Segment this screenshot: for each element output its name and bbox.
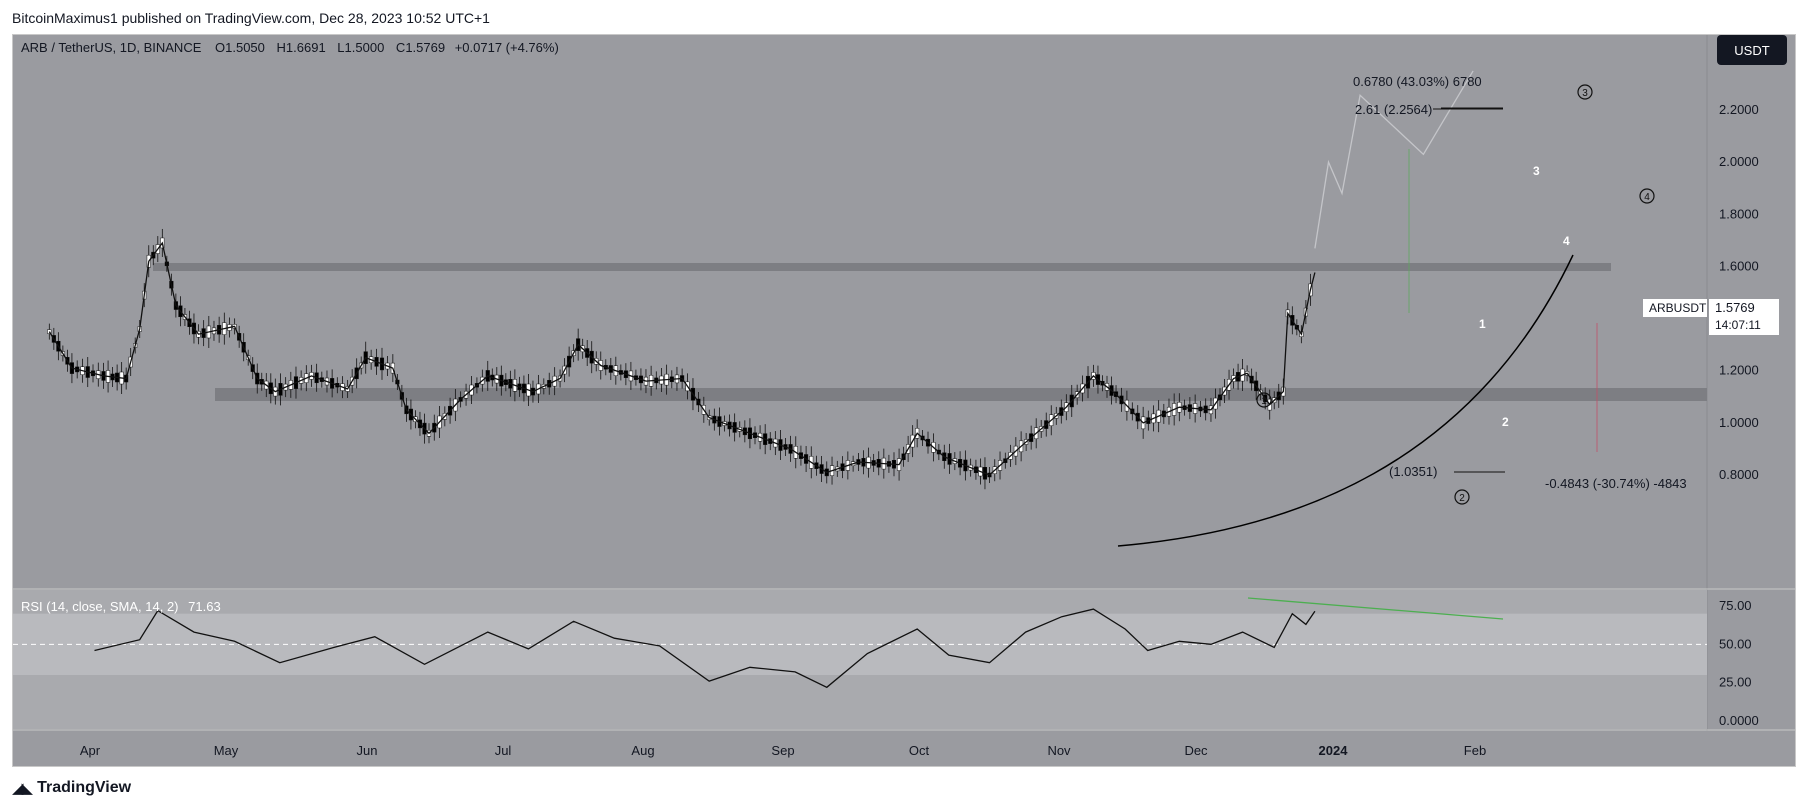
rsi-axis-label: 75.00 [1719,598,1752,613]
price-axis-label: 1.6000 [1719,258,1759,273]
price-axis-label: 0.8000 [1719,467,1759,482]
low-value: 1.5000 [345,40,385,55]
tradingview-logo-icon: ◢◣ [12,780,33,797]
rsi-divergence-line [1247,597,1504,620]
rsi-line [94,608,1316,689]
rsi-value: 71.63 [188,599,221,614]
last-price-tag: ARBUSDT 1.5769 14:07:11 [1643,299,1779,335]
time-axis-background [13,731,1795,766]
price-axis-label: 1.2000 [1719,363,1759,378]
wave-circle-2: 2 [1454,489,1470,505]
price-axis-label: 1.0000 [1719,415,1759,430]
time-axis-label: Apr [80,743,101,758]
resistance-zone-upper [153,263,1611,271]
svg-text:4: 4 [1644,192,1650,203]
time-axis-label: Oct [909,743,930,758]
time-axis-label: Nov [1047,743,1071,758]
wave-label-4: 4 [1563,234,1570,248]
price-axis-label: 2.0000 [1719,154,1759,169]
rsi-label: RSI (14, close, SMA, 14, 2) [21,599,179,614]
wave-circle-1: 1 [1256,392,1272,408]
time-axis-label: May [214,743,239,758]
resistance-zone-lower [215,388,1707,401]
price-chart[interactable]: 2.20002.00001.80001.60001.40001.20001.00… [13,35,1795,766]
open-value: 1.5050 [225,40,265,55]
symbol-legend[interactable]: ARB / TetherUS, 1D, BINANCE O1.5050 H1.6… [21,40,559,55]
time-axis-label: 2024 [1319,743,1349,758]
svg-text:1: 1 [1261,396,1267,407]
svg-text:2: 2 [1459,493,1465,504]
fib-top-label: 0.6780 (43.03%) 6780 [1353,74,1482,89]
change-value: +0.0717 (+4.76%) [455,40,559,55]
price-close-line [48,241,1316,476]
tradingview-brand: TradingView [37,779,132,796]
wave-circle-3: 3 [1577,84,1593,100]
open-label: O [215,40,225,55]
high-value: 1.6691 [286,40,326,55]
price-axis-label: 1.8000 [1719,206,1759,221]
rsi-axis-label: 0.0000 [1719,713,1759,728]
chart-area[interactable]: 2.20002.00001.80001.60001.40001.20001.00… [12,34,1796,767]
price-tag-countdown: 14:07:11 [1715,318,1761,332]
close-label: C [396,40,405,55]
wave-label-3: 3 [1533,164,1540,178]
time-axis-label: Dec [1184,743,1208,758]
wave-circle-4: 4 [1639,188,1655,204]
wave-projection-path [1314,70,1474,249]
currency-button[interactable]: USDT [1717,35,1787,65]
time-axis-label: Aug [631,743,654,758]
price-tag-value: 1.5769 [1715,300,1755,315]
time-axis[interactable]: Apr May Jun Jul Aug Sep Oct Nov Dec 2024 Feb [80,743,1486,758]
published-by-line: BitcoinMaximus1 published on TradingView… [12,10,490,26]
time-axis-label: Sep [771,743,794,758]
drop-measure-label: -0.4843 (-30.74%) -4843 [1545,476,1687,491]
fib-level-label: 2.61 (2.2564) [1355,102,1432,117]
svg-text:3: 3 [1582,88,1588,99]
wave-label-2: 2 [1502,415,1509,429]
time-axis-label: Jul [495,743,512,758]
svg-text:RSI (14, close, SMA, 14, 2): RSI (14, close, SMA, 14, 2) 71.63 [21,599,221,614]
wave-label-1: 1 [1479,317,1486,331]
support-level-label: (1.0351) [1389,464,1437,479]
parabolic-support-curve [1117,254,1574,547]
price-axis-label: 2.2000 [1719,102,1759,117]
low-label: L [337,40,344,55]
rsi-axis-label: 50.00 [1719,636,1752,651]
rsi-axis-label: 25.00 [1719,675,1752,690]
rsi-axis[interactable]: 75.00 50.00 25.00 0.0000 [1719,598,1759,728]
price-tag-symbol: ARBUSDT [1649,301,1707,315]
tradingview-footer[interactable]: ◢◣ TradingView [12,779,131,797]
high-label: H [277,40,286,55]
svg-text:ARB / TetherUS, 1D, BINANCE: ARB / TetherUS, 1D, BINANCE O1.5050 H1.6… [21,40,559,55]
time-axis-label: Jun [357,743,378,758]
symbol-name: ARB / TetherUS, 1D, BINANCE [21,40,202,55]
svg-text:USDT: USDT [1734,43,1769,58]
close-value: 1.5769 [405,40,445,55]
time-axis-label: Feb [1464,743,1486,758]
